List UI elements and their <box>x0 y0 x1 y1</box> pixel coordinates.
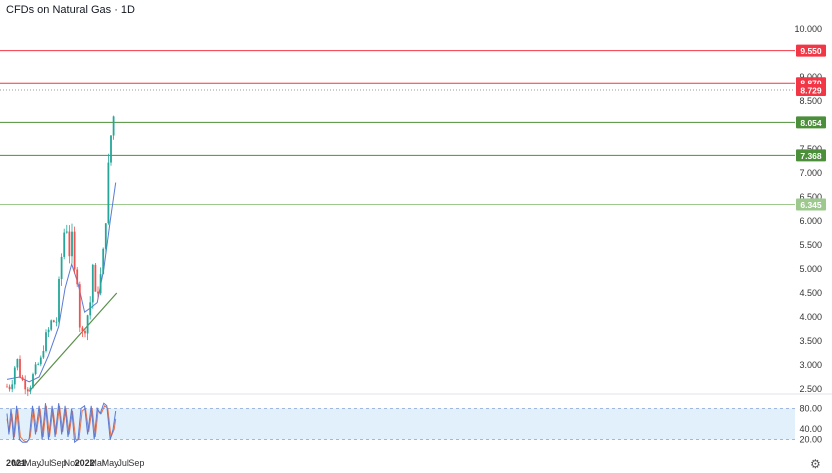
y-tick-label: 10.000 <box>794 24 822 34</box>
candle-body <box>55 321 58 323</box>
candle-body <box>37 364 40 366</box>
stoch-y-tick-label: 80.00 <box>799 403 822 413</box>
stoch-k-line <box>6 402 117 444</box>
candle-body <box>99 274 102 294</box>
x-tick-label: Mar <box>12 458 28 468</box>
x-tick-label: May <box>24 458 42 468</box>
candle-body <box>52 320 55 323</box>
candle-body <box>86 315 89 334</box>
level-label: 8.870 <box>800 79 822 89</box>
chart-title: CFDs on Natural Gas · 1D <box>6 4 135 16</box>
x-tick-label: Mar <box>89 458 105 468</box>
candle-body <box>76 269 79 285</box>
candle-body <box>65 231 68 233</box>
x-tick-label: 2021 <box>6 458 26 468</box>
candle-body <box>89 302 92 316</box>
candle-body <box>47 329 50 333</box>
candle-body <box>60 256 63 279</box>
candle-body <box>73 231 76 270</box>
candle-body <box>24 380 27 390</box>
candle-body <box>29 387 32 392</box>
candle-body <box>8 386 11 390</box>
y-tick-label: 4.500 <box>799 288 822 298</box>
x-tick-label: Sep <box>51 458 67 468</box>
candle-body <box>13 367 16 385</box>
level-tag-8.729 <box>796 84 826 97</box>
candle-body <box>39 357 42 365</box>
candle-body <box>84 330 86 334</box>
candle-body <box>97 291 99 294</box>
candle-body <box>32 374 34 388</box>
y-tick-label: 3.000 <box>799 360 822 370</box>
x-tick-label: Jul <box>117 458 129 468</box>
y-tick-label: 3.500 <box>799 336 822 346</box>
y-tick-label: 7.500 <box>799 144 822 154</box>
y-tick-label: 5.000 <box>799 264 822 274</box>
x-tick-label: Sep <box>128 458 144 468</box>
x-tick-label: 2022 <box>75 458 95 468</box>
candle-body <box>42 350 45 358</box>
y-tick-label: 7.000 <box>799 168 822 178</box>
candle-body <box>78 284 81 328</box>
candle-body <box>68 231 71 257</box>
level-label: 7.368 <box>800 151 822 161</box>
candle-body <box>94 264 97 292</box>
candle-body <box>19 358 21 378</box>
trendline[interactable] <box>28 292 118 392</box>
candle-body <box>102 248 105 275</box>
candle-body <box>104 223 107 249</box>
candle-body <box>16 358 19 368</box>
level-tag-7.368 <box>796 149 826 162</box>
candle-body <box>34 364 37 375</box>
y-tick-label: 6.500 <box>799 192 822 202</box>
stoch-y-tick-label: 20.00 <box>799 435 822 445</box>
stoch-band <box>0 408 795 440</box>
gear-icon[interactable]: ⚙ <box>810 457 821 471</box>
y-tick-label: 8.500 <box>799 96 822 106</box>
level-tag-6.345 <box>796 198 826 211</box>
candle-body <box>107 162 110 224</box>
x-tick-label: May <box>102 458 120 468</box>
y-tick-label: 6.000 <box>799 216 822 226</box>
y-tick-label: 9.000 <box>799 72 822 82</box>
candle-body <box>21 377 24 381</box>
y-tick-label: 5.500 <box>799 240 822 250</box>
candle-body <box>50 320 53 330</box>
y-tick-label: 4.000 <box>799 312 822 322</box>
x-tick-label: Jul <box>40 458 52 468</box>
level-label: 6.345 <box>800 200 822 210</box>
candle-body <box>63 232 66 257</box>
candle-body <box>112 116 115 136</box>
candle-body <box>58 278 60 322</box>
candle-body <box>110 135 112 163</box>
candle-body <box>11 384 14 390</box>
candle-body <box>81 327 84 331</box>
x-tick-label: Nov <box>64 458 81 468</box>
stoch-y-tick-label: 40.00 <box>799 424 822 434</box>
candle-body <box>45 332 47 351</box>
y-tick-label: 2.500 <box>799 384 822 394</box>
candle-body <box>26 389 29 392</box>
candle-body <box>6 386 8 388</box>
level-label: 9.550 <box>800 46 822 56</box>
candle-body <box>71 231 73 257</box>
level-label: 8.729 <box>800 86 822 96</box>
level-tag-9.550 <box>796 44 826 57</box>
level-tag-8.054 <box>796 116 826 129</box>
candle-body <box>91 264 94 303</box>
level-label: 8.054 <box>800 118 822 128</box>
